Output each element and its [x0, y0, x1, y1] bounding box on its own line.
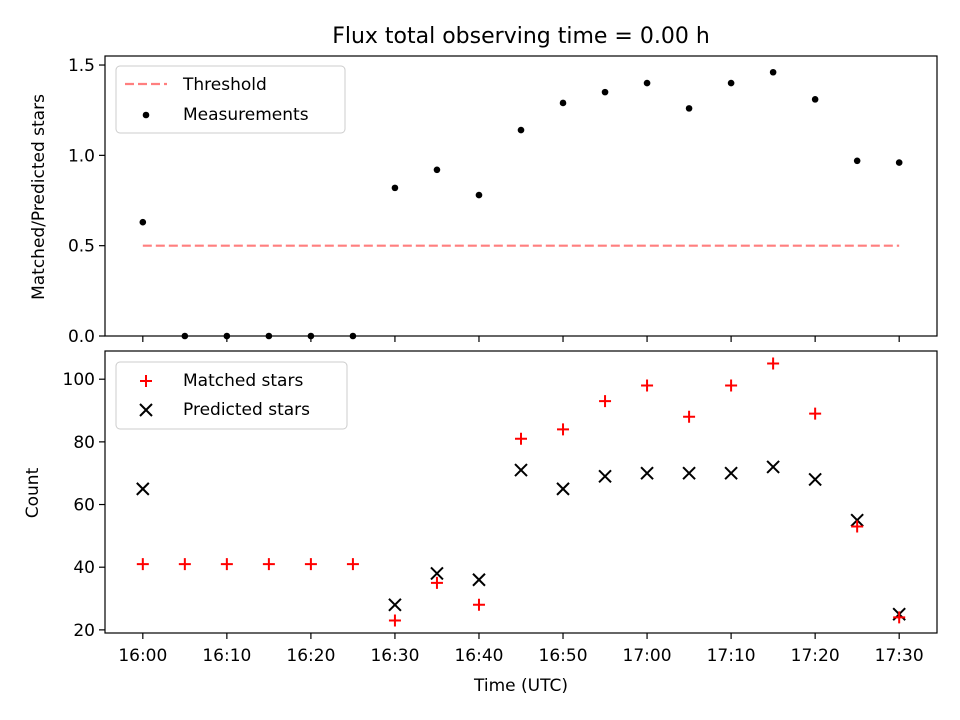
- legend-threshold-label: Threshold: [182, 75, 267, 95]
- bottom-panel-ytick-label: 60: [73, 496, 95, 516]
- measurement-point: [853, 157, 861, 165]
- top-panel-frame: [104, 55, 938, 337]
- matched-point: [262, 558, 275, 571]
- predicted-point: [640, 466, 654, 480]
- bottom-panel-xtick-label: 16:00: [118, 646, 167, 666]
- measurement-point: [811, 96, 819, 103]
- bottom-panel-ytick-label: 100: [63, 370, 95, 390]
- predicted-point: [388, 598, 402, 612]
- bottom-y-axis-label: Count: [23, 467, 43, 518]
- measurement-point: [349, 332, 357, 340]
- matched-point: [430, 576, 443, 589]
- legend-matched-swatch: [140, 375, 152, 387]
- matched-point: [599, 395, 612, 408]
- legend-measurements-swatch: [142, 111, 150, 119]
- predicted-point: [724, 466, 738, 480]
- chart-title: Flux total observing time = 0.00 h: [332, 24, 710, 49]
- predicted-point: [556, 482, 570, 496]
- bottom-panel-xtick-label: 16:20: [286, 646, 335, 666]
- bottom-panel-xtick-label: 16:50: [539, 646, 588, 666]
- bottom-legend: Matched stars Predicted stars: [115, 361, 348, 430]
- matched-point: [767, 357, 780, 370]
- measurement-point: [895, 159, 903, 166]
- predicted-point: [850, 513, 864, 527]
- matched-point: [178, 558, 191, 571]
- measurement-point: [685, 105, 693, 112]
- matched-point: [346, 558, 359, 571]
- top-panel-ytick-label: 0.5: [68, 237, 95, 257]
- predicted-point: [682, 466, 696, 480]
- matched-point: [515, 432, 527, 445]
- matched-point: [220, 558, 233, 571]
- measurement-point: [433, 166, 441, 174]
- measurement-point: [601, 88, 609, 96]
- measurement-point: [223, 332, 231, 340]
- bottom-panel-xtick-label: 17:30: [875, 646, 924, 666]
- bottom-panel-xtick-label: 16:10: [202, 646, 251, 666]
- matched-point: [809, 407, 822, 420]
- legend-predicted-label: Predicted stars: [183, 400, 310, 420]
- measurement-point: [643, 79, 651, 87]
- measurement-point: [307, 332, 315, 340]
- bottom-panel: 20 40 60 80 100 16:00 16:10 16:20 16:30 16:40 16:5…: [63, 350, 938, 666]
- top-panel-ytick-label: 1.0: [68, 146, 95, 166]
- top-panel-ytick-label: 0.0: [68, 327, 95, 347]
- measurement-point: [181, 332, 189, 340]
- measurement-point: [727, 79, 735, 87]
- top-panel-ytick-label: 1.5: [68, 56, 95, 76]
- legend-matched-label: Matched stars: [183, 371, 303, 391]
- legend-predicted-swatch: [139, 403, 153, 417]
- measurement-point: [769, 68, 777, 76]
- matched-point: [472, 598, 485, 611]
- bottom-panel-xtick-label: 17:20: [791, 646, 840, 666]
- bottom-panel-xtick-label: 17:10: [707, 646, 756, 666]
- matched-point: [557, 423, 570, 436]
- matched-point: [136, 558, 149, 571]
- predicted-point: [514, 463, 528, 477]
- measurement-point: [139, 218, 147, 226]
- x-axis-label: Time (UTC): [473, 676, 568, 696]
- matched-point: [683, 410, 696, 423]
- legend-measurements-label: Measurements: [183, 105, 309, 125]
- bottom-panel-ytick-label: 40: [73, 558, 95, 578]
- top-legend-box: [115, 65, 346, 134]
- predicted-point: [766, 460, 780, 474]
- measurement-point: [517, 126, 525, 134]
- bottom-panel-ytick-label: 80: [73, 433, 95, 453]
- predicted-point: [430, 566, 444, 581]
- bottom-legend-box: [115, 361, 348, 430]
- matched-point: [388, 614, 401, 627]
- predicted-point: [136, 482, 150, 496]
- matched-point: [641, 379, 654, 392]
- matched-point: [304, 558, 317, 571]
- bottom-panel-xtick-label: 16:30: [370, 646, 419, 666]
- measurement-point: [391, 184, 399, 192]
- matched-point: [725, 379, 738, 392]
- matched-point: [851, 520, 864, 533]
- bottom-panel-frame: [104, 350, 938, 634]
- bottom-panel-ytick-label: 20: [73, 621, 95, 641]
- measurement-point: [559, 99, 567, 107]
- matched-point: [893, 611, 906, 624]
- measurement-point: [265, 332, 273, 340]
- bottom-panel-xtick-label: 17:00: [623, 646, 672, 666]
- predicted-point: [598, 469, 612, 484]
- predicted-point: [472, 573, 486, 587]
- predicted-point: [808, 472, 822, 487]
- measurement-point: [475, 191, 483, 199]
- top-panel: 0.0 0.5 1.0 1.5 Threshold Measurements: [68, 55, 938, 347]
- bottom-panel-xtick-label: 16:40: [454, 646, 503, 666]
- top-y-axis-label: Matched/Predicted stars: [29, 94, 49, 300]
- top-legend: Threshold Measurements: [115, 65, 346, 134]
